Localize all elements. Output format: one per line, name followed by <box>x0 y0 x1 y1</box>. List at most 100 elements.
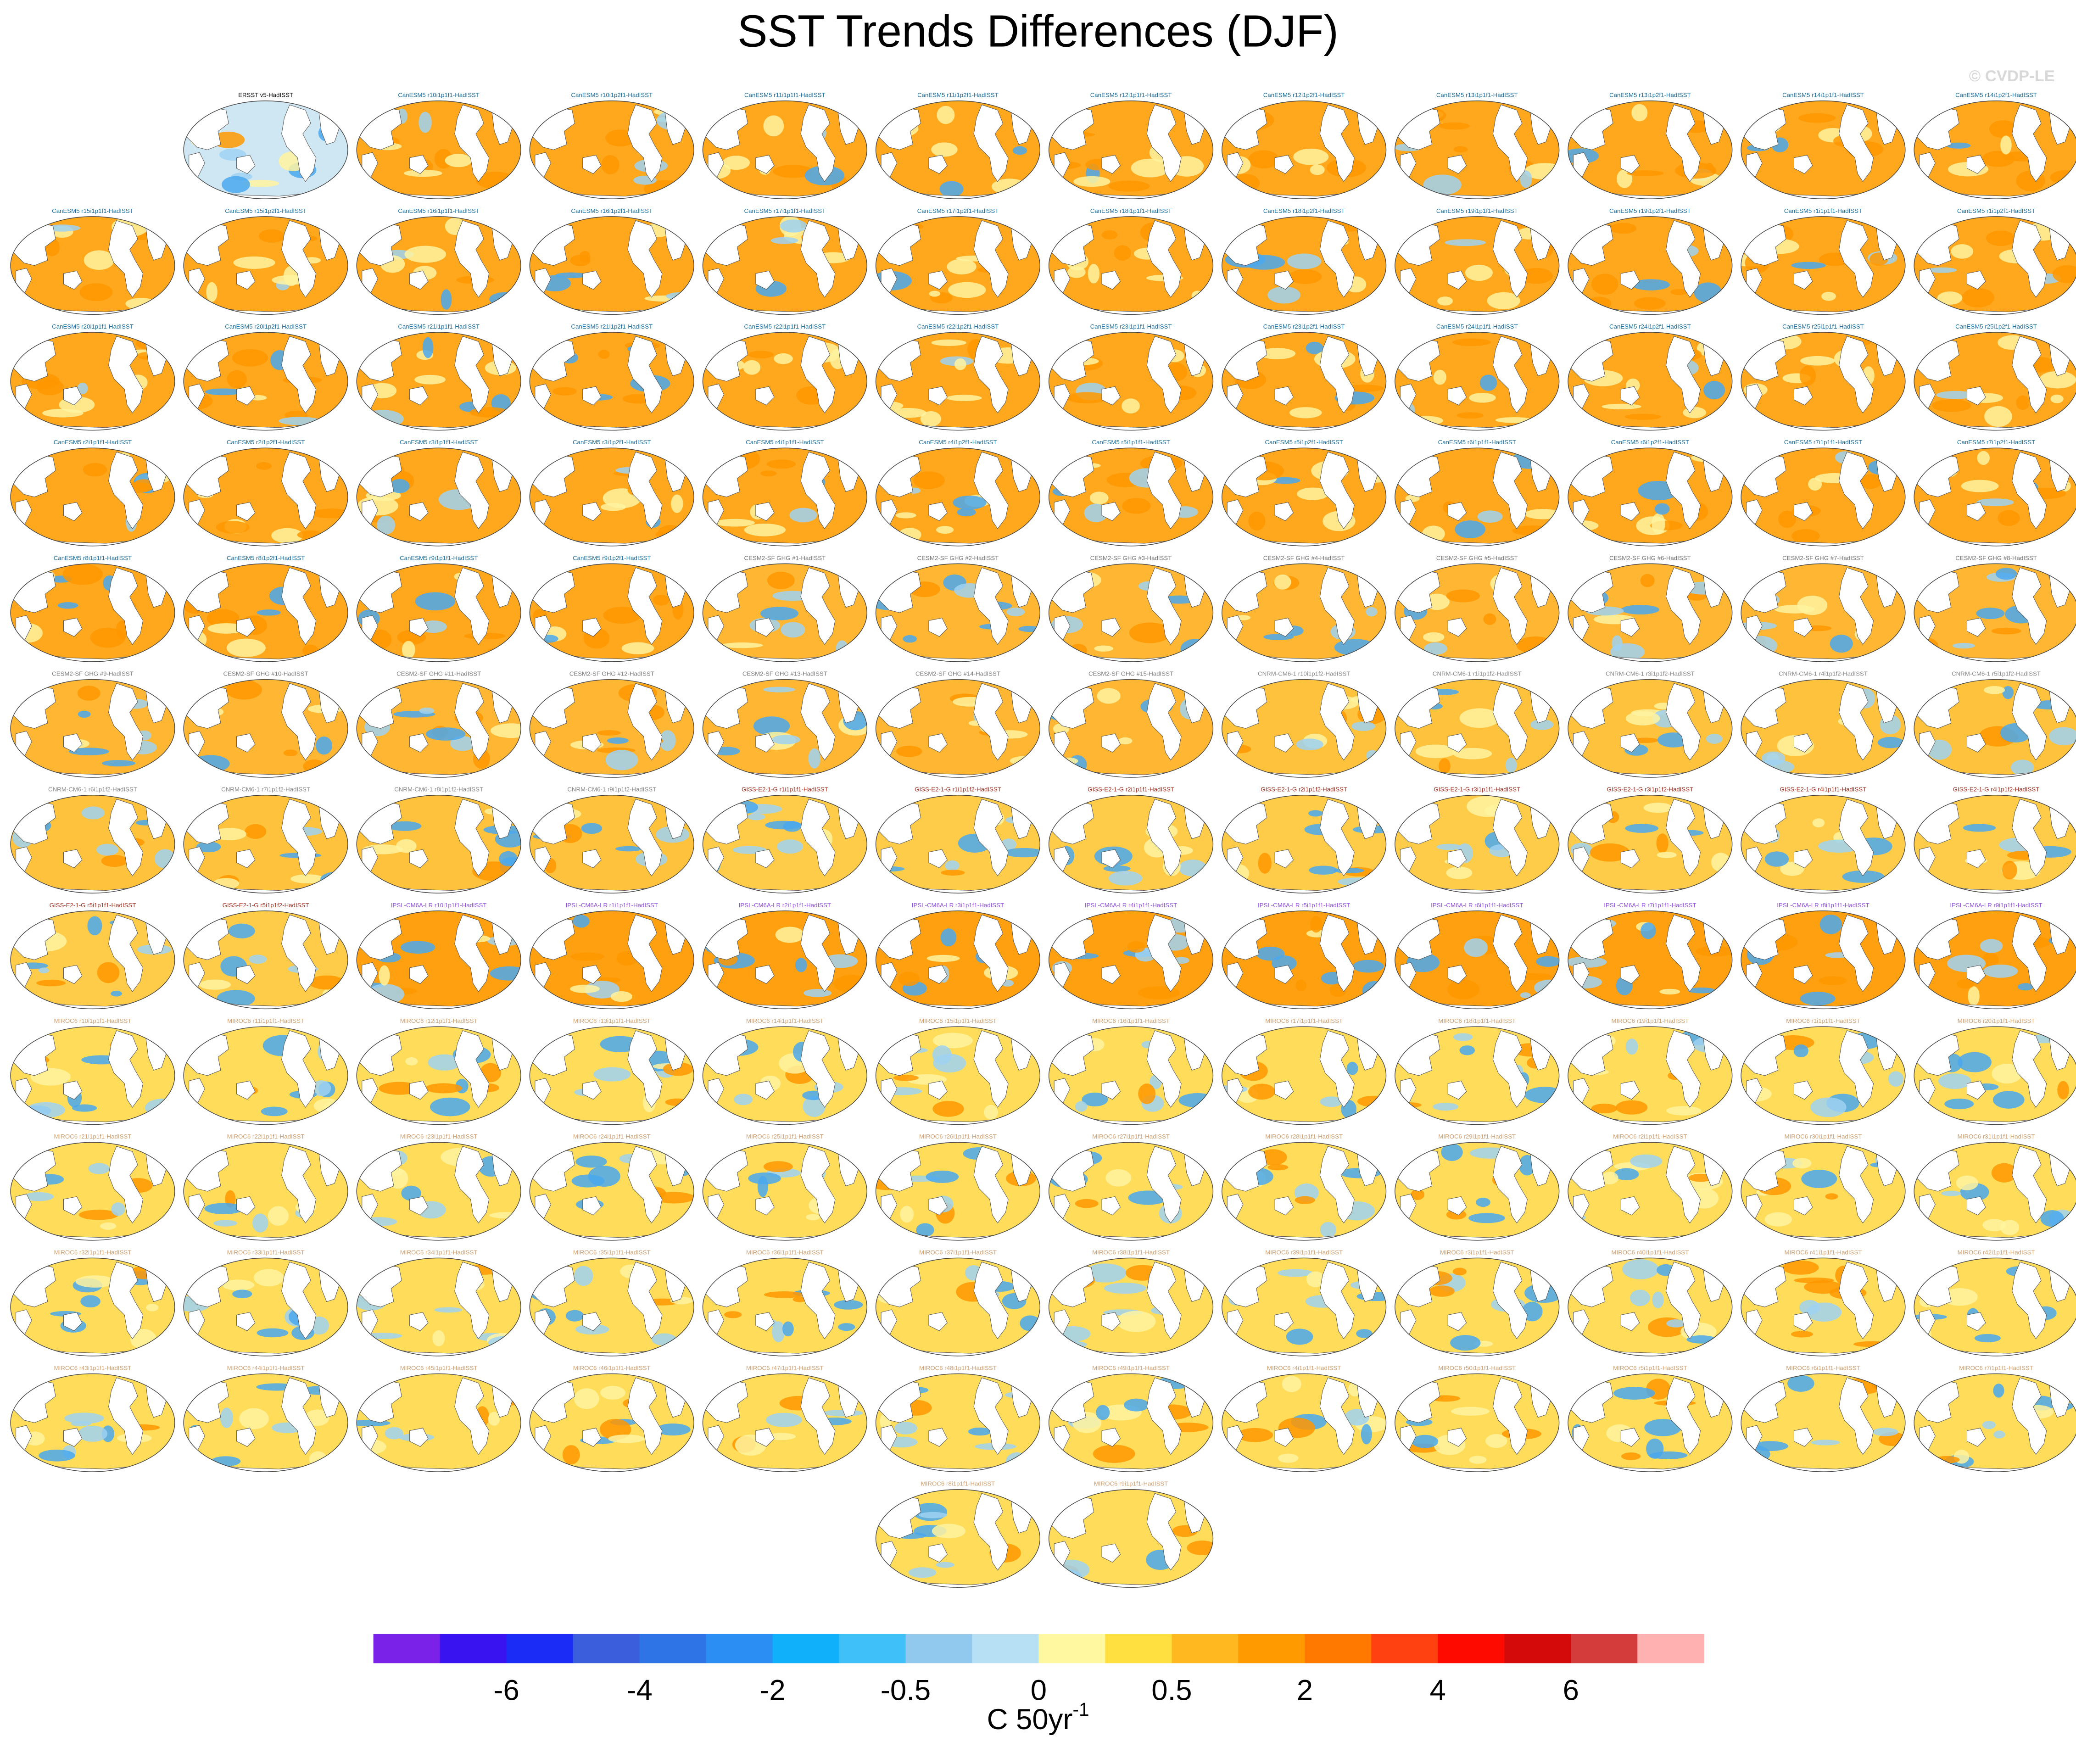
colorbar-box <box>506 1634 574 1664</box>
panel-label: MIROC6 r5i1p1f1-HadISST <box>1613 1365 1687 1372</box>
map-anomaly <box>1812 818 1825 828</box>
map-anomaly <box>724 1311 742 1318</box>
map-anomaly <box>767 571 795 589</box>
panel-label: CanESM5 r17i1p1f1-HadISST <box>744 207 826 214</box>
map-anomaly <box>644 295 685 302</box>
map-anomaly <box>834 1300 863 1310</box>
map-anomaly <box>1075 1199 1099 1208</box>
panel-label: MIROC6 r12i1p1f1-HadISST <box>400 1017 478 1024</box>
map-anomaly <box>68 748 109 755</box>
map-field <box>876 1142 1040 1240</box>
colorbar: -6 -4 -2 -0.5 0 0.5 2 4 6 <box>373 1634 1705 1707</box>
map-panel: CanESM5 r8i1p2f1-HadISST <box>183 554 348 662</box>
map-panel: MIROC6 r24i1p1f1-HadISST <box>529 1133 694 1241</box>
map-panel: MIROC6 r1i1p1f1-HadISST <box>1741 1017 1906 1125</box>
map-anomaly <box>894 1422 917 1435</box>
map-anomaly <box>588 1166 620 1187</box>
map-field <box>1395 564 1559 662</box>
map-anomaly <box>833 975 867 993</box>
map-outline <box>1914 216 2076 315</box>
map-anomaly <box>1956 1175 1978 1190</box>
map-outline <box>1741 1257 1906 1356</box>
map-anomaly <box>490 723 521 738</box>
panel-label: CanESM5 r9i1p1f1-HadISST <box>400 554 478 561</box>
map-field <box>11 910 175 1009</box>
map-anomaly <box>1010 755 1040 766</box>
map-anomaly <box>226 680 262 700</box>
map-field <box>184 1258 348 1356</box>
map-outline <box>529 332 694 431</box>
map-anomaly <box>245 824 267 839</box>
map-panel: CanESM5 r18i1p2f1-HadISST <box>1222 207 1387 315</box>
map-outline <box>1395 1142 1560 1241</box>
panel-label: CESM2-SF GHG #7-HadISST <box>1782 554 1864 561</box>
map-anomaly <box>78 1425 108 1442</box>
panel-label: CanESM5 r21i1p1f1-HadISST <box>398 323 480 330</box>
map-field <box>357 679 521 778</box>
map-anomaly <box>1998 510 2020 526</box>
map-panel: MIROC6 r49i1p1f1-HadISST <box>1048 1365 1214 1472</box>
map-anomaly <box>1778 510 1797 528</box>
map-panel: CanESM5 r14i1p1f1-HadISST <box>1741 92 1906 199</box>
map-anomaly <box>1346 1061 1358 1075</box>
map-anomaly <box>190 454 212 463</box>
map-anomaly <box>1797 595 1828 615</box>
map-anomaly <box>1485 1434 1507 1448</box>
map-anomaly <box>1782 1260 1819 1275</box>
map-outline <box>875 563 1041 662</box>
panel-label: MIROC6 r19i1p1f1-HadISST <box>1611 1017 1689 1024</box>
map-anomaly <box>1479 374 1497 391</box>
colorbar-box <box>972 1634 1039 1664</box>
map-anomaly <box>2000 135 2012 155</box>
map-anomaly <box>920 411 941 427</box>
map-outline <box>529 1373 694 1472</box>
map-anomaly <box>1295 1196 1315 1204</box>
map-anomaly <box>1267 286 1300 304</box>
map-anomaly <box>228 923 255 938</box>
map-outline <box>1741 910 1906 1010</box>
map-anomaly <box>2050 394 2064 403</box>
map-field <box>703 1027 867 1125</box>
map-panel: MIROC6 r16i1p1f1-HadISST <box>1048 1017 1214 1125</box>
map-field <box>703 100 867 199</box>
map-field <box>1222 100 1386 199</box>
colorbar-unit: C 50yr-1 <box>987 1699 1089 1736</box>
map-anomaly <box>900 1206 914 1223</box>
map-anomaly <box>2011 759 2034 776</box>
map-anomaly <box>838 1323 855 1331</box>
map-outline <box>875 795 1041 893</box>
map-anomaly <box>1476 1197 1490 1207</box>
map-field <box>1568 332 1732 430</box>
map-anomaly <box>1094 645 1114 652</box>
map-anomaly <box>1293 148 1329 165</box>
map-anomaly <box>658 525 683 540</box>
map-outline <box>356 447 521 547</box>
panel-label: CESM2-SF GHG #3-HadISST <box>1090 554 1172 561</box>
map-panel: CanESM5 r25i1p1f1-HadISST <box>1741 323 1906 431</box>
map-field <box>1049 795 1213 893</box>
map-anomaly <box>772 1321 785 1343</box>
map-field <box>1395 795 1559 893</box>
map-field <box>1741 332 1905 430</box>
map-outline <box>356 1257 521 1356</box>
map-field <box>11 448 175 546</box>
map-anomaly <box>1248 511 1266 531</box>
map-anomaly <box>1424 642 1447 655</box>
map-anomaly <box>252 1213 268 1233</box>
map-anomaly <box>1278 1269 1313 1277</box>
panel-label: CESM2-SF GHG #6-HadISST <box>1609 554 1691 561</box>
map-field <box>1049 1489 1213 1588</box>
map-anomaly <box>1084 1263 1127 1283</box>
map-anomaly <box>1180 638 1211 659</box>
map-panel: CESM2-SF GHG #5-HadISST <box>1395 554 1560 662</box>
map-outline <box>1914 679 2076 778</box>
map-outline <box>1741 447 1906 547</box>
map-outline <box>1048 795 1214 893</box>
map-anomaly <box>946 395 982 402</box>
panel-label: CanESM5 r19i1p2f1-HadISST <box>1609 207 1691 214</box>
map-anomaly <box>1237 1428 1273 1442</box>
map-outline <box>1741 332 1906 431</box>
map-anomaly <box>405 1057 418 1066</box>
panel-label: IPSL-CM6A-LR r2i1p1f1-HadISST <box>739 902 831 909</box>
